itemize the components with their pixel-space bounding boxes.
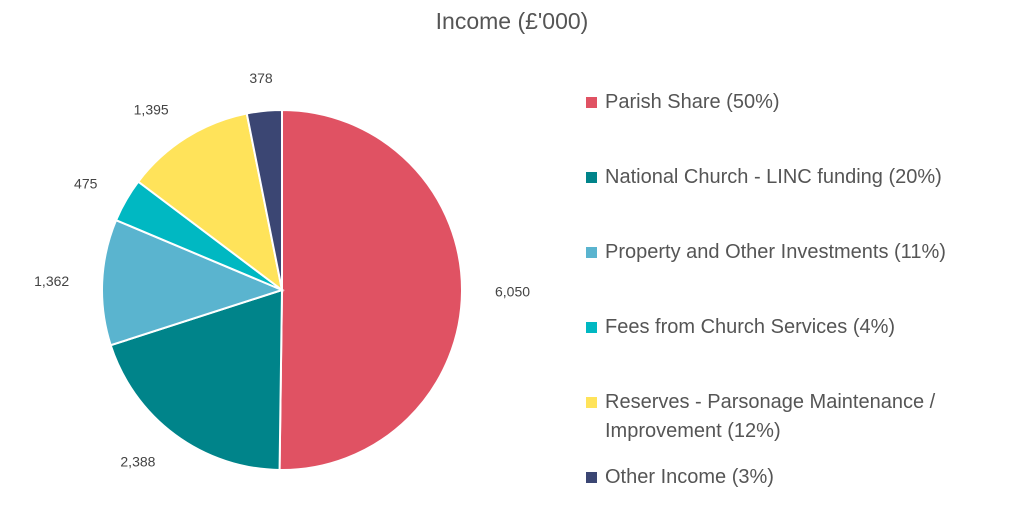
slice-value-label: 475 <box>74 176 98 192</box>
legend-label: Parish Share (50%) <box>605 91 780 113</box>
legend-swatch <box>586 247 597 258</box>
slice-value-label: 2,388 <box>120 453 155 469</box>
legend-item: Property and Other Investments (11%) <box>586 238 995 267</box>
pie-slice <box>136 112 284 293</box>
slice-value-label: 1,362 <box>34 273 69 289</box>
pie-slice <box>278 108 463 471</box>
legend-swatch <box>586 97 597 108</box>
pie-slice <box>245 108 283 291</box>
legend-item: Parish Share (50%) <box>586 88 995 117</box>
legend-swatch <box>586 172 597 183</box>
legend-swatch <box>586 472 597 483</box>
legend-label: Other Income (3%) <box>605 466 774 488</box>
slice-value-label: 6,050 <box>495 283 530 299</box>
legend-item: Other Income (3%) <box>586 463 995 492</box>
legend-item: Fees from Church Services (4%) <box>586 313 995 342</box>
pie-slice <box>109 288 284 471</box>
legend-item: National Church - LINC funding (20%) <box>586 163 995 192</box>
legend-label: National Church - LINC funding (20%) <box>605 166 942 188</box>
legend-swatch <box>586 322 597 333</box>
pie-slice <box>101 218 285 347</box>
legend-label: Fees from Church Services (4%) <box>605 316 896 338</box>
legend-swatch <box>586 397 597 408</box>
legend-label: Property and Other Investments (11%) <box>605 241 946 263</box>
slice-value-label: 378 <box>249 70 273 86</box>
legend-item: Reserves - Parsonage Maintenance / Impro… <box>586 388 995 446</box>
slice-value-label: 1,395 <box>134 102 169 118</box>
chart-title: Income (£'000) <box>435 8 589 34</box>
legend-label: Reserves - Parsonage Maintenance / Impro… <box>605 391 936 442</box>
